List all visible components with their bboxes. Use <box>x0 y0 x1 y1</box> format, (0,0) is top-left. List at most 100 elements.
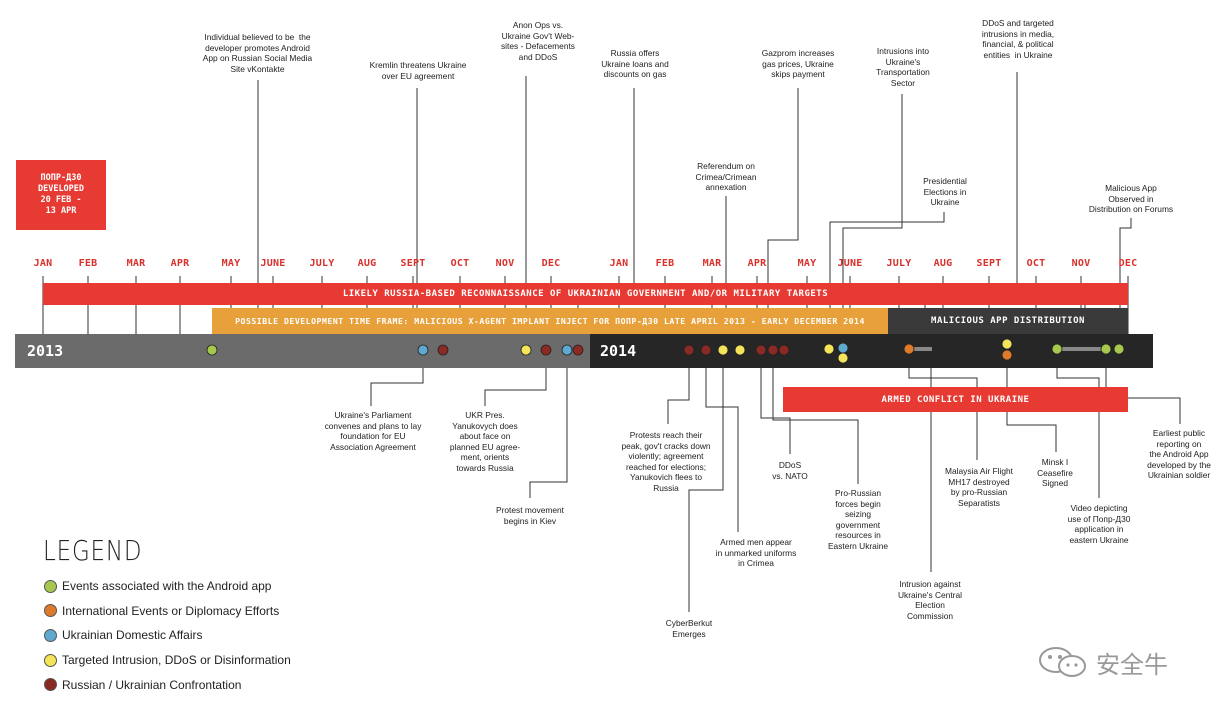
legend-label: Targeted Intrusion, DDoS or Disinformati… <box>62 653 291 668</box>
legend-dot <box>44 579 57 593</box>
dot-international <box>1001 349 1013 361</box>
dot-intrusion <box>717 344 729 356</box>
dot-confrontation <box>755 344 767 356</box>
legend-label: International Events or Diplomacy Effort… <box>62 603 280 618</box>
timeline-2013: 2013 <box>15 334 590 368</box>
note-parliament: Ukraine's Parliament convenes and plans … <box>324 410 422 452</box>
recon-band: LIKELY RUSSIA-BASED RECONNAISSANCE OF UK… <box>43 283 1128 305</box>
legend-label: Russian / Ukrainian Confrontation <box>62 677 242 692</box>
month-label: MAY <box>797 258 817 269</box>
note-earliest: Earliest public reporting on the Android… <box>1147 428 1211 481</box>
legend-label: Ukrainian Domestic Affairs <box>62 628 203 643</box>
month-label: JAN <box>33 258 53 269</box>
note-pro-russian: Pro-Russian forces begin seizing governm… <box>827 488 889 551</box>
legend-dot <box>44 604 57 618</box>
note-cyberberkut: CyberBerkut Emerges <box>665 618 713 639</box>
dot-confrontation <box>767 344 779 356</box>
month-label: JUNE <box>260 258 286 269</box>
developed-badge-text: ПОПР-Д30 DEVELOPED 20 FEB - 13 APR <box>37 173 85 216</box>
dot-intrusion <box>520 344 532 356</box>
dot-android <box>1051 343 1063 355</box>
legend-dot <box>44 678 57 692</box>
note-vkontakte: Individual believed to be the developer … <box>202 32 313 74</box>
legend-item: Ukrainian Domestic Affairs <box>44 628 203 642</box>
month-label: FEB <box>78 258 98 269</box>
month-label: DEC <box>541 258 561 269</box>
connector-peak <box>667 350 690 424</box>
dev-band-label: POSSIBLE DEVELOPMENT TIME FRAME: MALICIO… <box>235 316 865 326</box>
month-label: APR <box>170 258 190 269</box>
wechat-icon <box>1039 647 1086 677</box>
month-label: MAY <box>221 258 241 269</box>
note-kremlin: Kremlin threatens Ukraine over EU agreem… <box>369 60 467 81</box>
connector-yanukovych <box>484 350 547 406</box>
month-label: SEPT <box>976 258 1002 269</box>
month-label: MAR <box>702 258 722 269</box>
note-russia-loans: Russia offers Ukraine loans and discount… <box>601 48 669 80</box>
dot-intrusion <box>837 352 849 364</box>
month-label: JUNE <box>837 258 863 269</box>
month-label: NOV <box>1071 258 1091 269</box>
note-yanukovych: UKR Pres. Yanukovych does about face on … <box>449 410 521 473</box>
note-protest-peak: Protests reach their peak, gov't cracks … <box>621 430 711 493</box>
connector-cyberberkut <box>688 350 724 612</box>
connector-armed-men <box>705 350 739 532</box>
note-elections: Presidential Elections in Ukraine <box>923 176 967 208</box>
dot-android <box>1113 343 1125 355</box>
connector-earliest <box>1105 350 1181 424</box>
dot-confrontation <box>540 344 552 356</box>
note-gazprom: Gazprom increases gas prices, Ukraine sk… <box>761 48 835 80</box>
legend-item: Events associated with the Android app <box>44 579 271 593</box>
dot-confrontation <box>437 344 449 356</box>
note-ddos-media: DDoS and targeted intrusions in media, f… <box>981 18 1055 60</box>
note-mh17: Malaysia Air Flight MH17 destroyed by pr… <box>945 466 1013 508</box>
month-label: AUG <box>357 258 377 269</box>
dot-domestic <box>561 344 573 356</box>
armed-conflict-label: ARMED CONFLICT IN UKRAINE <box>881 395 1030 405</box>
month-label: SEPT <box>400 258 426 269</box>
year-2014-label: 2014 <box>600 342 637 360</box>
dot-confrontation <box>572 344 584 356</box>
month-label: JAN <box>609 258 629 269</box>
month-label: AUG <box>933 258 953 269</box>
dev-band: POSSIBLE DEVELOPMENT TIME FRAME: MALICIO… <box>212 308 888 334</box>
note-ddos-nato: DDoS vs. NATO <box>772 460 808 481</box>
month-label: FEB <box>655 258 675 269</box>
watermark-text: 安全牛 <box>1096 650 1168 679</box>
month-label: NOV <box>495 258 515 269</box>
month-label: JULY <box>309 258 335 269</box>
armed-conflict-band: ARMED CONFLICT IN UKRAINE <box>783 387 1128 412</box>
connector-pro-russian <box>772 350 859 484</box>
month-label: DEC <box>1118 258 1138 269</box>
note-video: Video depicting use of Попр-Д30 applicat… <box>1067 503 1131 545</box>
recon-band-label: LIKELY RUSSIA-BASED RECONNAISSANCE OF UK… <box>342 289 829 299</box>
legend-label: Events associated with the Android app <box>62 579 272 593</box>
note-transport: Intrusions into Ukraine's Transportation… <box>876 46 930 88</box>
month-label: APR <box>747 258 767 269</box>
legend-item: Targeted Intrusion, DDoS or Disinformati… <box>44 653 291 667</box>
dot-domestic <box>837 342 849 354</box>
month-label: JULY <box>886 258 912 269</box>
watermark: 安全牛 <box>1036 644 1168 680</box>
note-cec: Intrusion against Ukraine's Central Elec… <box>898 579 962 621</box>
legend-item: International Events or Diplomacy Effort… <box>44 604 279 618</box>
month-label: MAR <box>126 258 146 269</box>
connector-ddos-nato <box>760 350 791 454</box>
dot-intrusion <box>734 344 746 356</box>
dot-android <box>206 344 218 356</box>
month-label: OCT <box>450 258 470 269</box>
note-anon-ops: Anon Ops vs. Ukraine Gov't Web- sites - … <box>500 20 575 62</box>
dot-confrontation <box>700 344 712 356</box>
legend-dot <box>44 628 57 642</box>
note-forums: Malicious App Observed in Distribution o… <box>1088 183 1174 215</box>
connector-protest <box>529 350 568 498</box>
dot-android <box>1100 343 1112 355</box>
dist-band-label: MALICIOUS APP DISTRIBUTION <box>931 316 1085 326</box>
year-2013-label: 2013 <box>27 342 64 360</box>
dot-international <box>903 343 915 355</box>
dot-confrontation <box>778 344 790 356</box>
dist-band: MALICIOUS APP DISTRIBUTION <box>888 308 1128 334</box>
month-label: OCT <box>1026 258 1046 269</box>
note-minsk: Minsk I Ceasefire Signed <box>1037 457 1073 489</box>
